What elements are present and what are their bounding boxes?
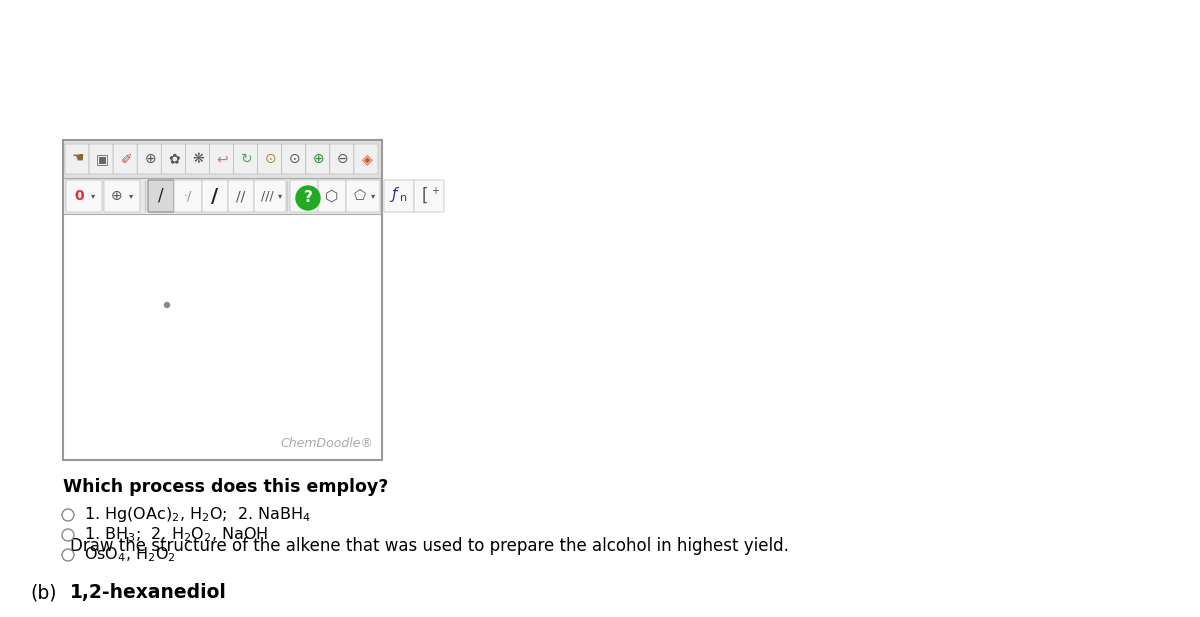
Text: ?: ? xyxy=(304,191,312,205)
Text: ↩: ↩ xyxy=(217,152,228,166)
Text: +: + xyxy=(431,186,439,196)
Circle shape xyxy=(62,509,74,521)
FancyBboxPatch shape xyxy=(174,180,202,212)
Text: ▾: ▾ xyxy=(278,191,282,201)
Text: ▾: ▾ xyxy=(371,191,376,201)
Text: ○: ○ xyxy=(296,187,311,205)
Text: 1,2-hexanediol: 1,2-hexanediol xyxy=(70,583,227,602)
Text: (b): (b) xyxy=(30,583,56,602)
Text: 1. Hg(OAc)$_2$, H$_2$O;  2. NaBH$_4$: 1. Hg(OAc)$_2$, H$_2$O; 2. NaBH$_4$ xyxy=(84,505,311,524)
FancyBboxPatch shape xyxy=(210,144,234,174)
Text: Which process does this employ?: Which process does this employ? xyxy=(64,478,389,496)
Text: ⊖: ⊖ xyxy=(337,152,349,166)
Text: Draw the structure of the alkene that was used to prepare the alcohol in highest: Draw the structure of the alkene that wa… xyxy=(70,537,788,555)
Text: 0: 0 xyxy=(74,189,84,203)
Circle shape xyxy=(62,549,74,561)
Text: n: n xyxy=(401,193,408,203)
FancyBboxPatch shape xyxy=(384,180,414,212)
Text: ☚: ☚ xyxy=(72,152,84,166)
FancyBboxPatch shape xyxy=(148,180,174,212)
FancyBboxPatch shape xyxy=(89,144,113,174)
Text: ⊕: ⊕ xyxy=(144,152,156,166)
Text: ◈: ◈ xyxy=(361,152,372,166)
Bar xyxy=(64,214,382,460)
Text: ▣: ▣ xyxy=(96,152,109,166)
Text: ⊕: ⊕ xyxy=(112,189,122,203)
FancyBboxPatch shape xyxy=(113,144,137,174)
Circle shape xyxy=(62,529,74,541)
Bar xyxy=(64,140,382,178)
FancyBboxPatch shape xyxy=(185,144,210,174)
Text: //: // xyxy=(236,189,246,203)
Text: OsO$_4$, H$_2$O$_2$: OsO$_4$, H$_2$O$_2$ xyxy=(84,545,176,565)
FancyBboxPatch shape xyxy=(137,144,161,174)
Text: ❋: ❋ xyxy=(193,152,204,166)
FancyBboxPatch shape xyxy=(306,144,330,174)
Text: ƒ: ƒ xyxy=(391,188,397,202)
Text: ↻: ↻ xyxy=(241,152,252,166)
FancyBboxPatch shape xyxy=(228,180,254,212)
FancyBboxPatch shape xyxy=(414,180,444,212)
FancyBboxPatch shape xyxy=(66,180,102,212)
Text: ⬡: ⬡ xyxy=(325,189,338,204)
Text: 1. BH$_3$;  2. H$_2$O$_2$, NaOH: 1. BH$_3$; 2. H$_2$O$_2$, NaOH xyxy=(84,526,268,544)
Bar xyxy=(64,178,382,214)
Text: ✐: ✐ xyxy=(120,152,132,166)
Text: ⬠: ⬠ xyxy=(354,189,366,203)
Text: ▾: ▾ xyxy=(91,191,95,201)
FancyBboxPatch shape xyxy=(161,144,185,174)
FancyBboxPatch shape xyxy=(318,180,346,212)
FancyBboxPatch shape xyxy=(354,144,378,174)
FancyBboxPatch shape xyxy=(330,144,354,174)
FancyBboxPatch shape xyxy=(104,180,140,212)
Text: [: [ xyxy=(421,187,428,205)
Text: ⊕: ⊕ xyxy=(313,152,325,166)
Bar xyxy=(64,140,382,460)
FancyBboxPatch shape xyxy=(290,180,318,212)
FancyBboxPatch shape xyxy=(202,180,228,212)
Text: /: / xyxy=(211,186,218,205)
Text: ///: /// xyxy=(260,189,274,202)
FancyBboxPatch shape xyxy=(346,180,380,212)
Text: /: / xyxy=(158,187,164,205)
FancyBboxPatch shape xyxy=(258,144,282,174)
Text: ⊙: ⊙ xyxy=(289,152,300,166)
Text: ✿: ✿ xyxy=(168,152,180,166)
FancyBboxPatch shape xyxy=(65,144,89,174)
Text: ·/: ·/ xyxy=(184,189,192,202)
Circle shape xyxy=(296,186,320,210)
Text: ▾: ▾ xyxy=(128,191,133,201)
Circle shape xyxy=(164,302,169,307)
Text: ⊙: ⊙ xyxy=(265,152,276,166)
FancyBboxPatch shape xyxy=(254,180,286,212)
FancyBboxPatch shape xyxy=(282,144,306,174)
Text: ChemDoodle®: ChemDoodle® xyxy=(280,437,373,450)
FancyBboxPatch shape xyxy=(234,144,258,174)
